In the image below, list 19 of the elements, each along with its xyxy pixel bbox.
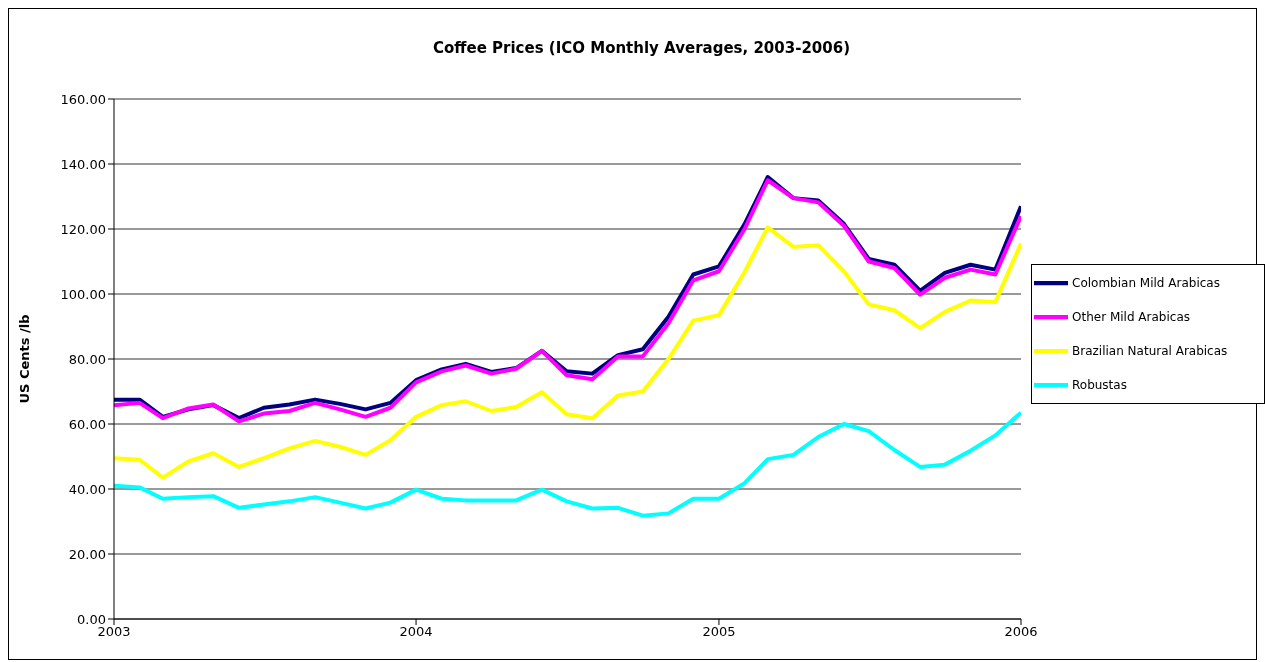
y-tick-label: 40.00 — [68, 481, 106, 497]
y-axis-title: US Cents /lb — [16, 314, 32, 404]
y-tick-label: 80.00 — [68, 351, 106, 367]
y-tick-label: 20.00 — [68, 546, 106, 562]
y-tick-label: 120.00 — [60, 221, 106, 237]
y-tick-label: 160.00 — [60, 91, 106, 107]
x-tick-label: 2003 — [97, 624, 131, 640]
y-tick-label: 100.00 — [60, 286, 106, 302]
x-tick-label: 2006 — [1004, 624, 1038, 640]
legend-label: Colombian Mild Arabicas — [1072, 275, 1220, 290]
legend-label: Robustas — [1072, 377, 1127, 392]
y-tick-label: 140.00 — [60, 156, 106, 172]
x-tick-label: 2004 — [399, 624, 433, 640]
chart-title: Coffee Prices (ICO Monthly Averages, 2003-2006) — [432, 39, 851, 57]
x-tick-label: 2005 — [702, 624, 736, 640]
legend-label: Brazilian Natural Arabicas — [1072, 343, 1228, 358]
legend-label: Other Mild Arabicas — [1072, 309, 1190, 324]
y-tick-label: 0.00 — [77, 611, 106, 627]
y-tick-label: 60.00 — [68, 416, 106, 432]
